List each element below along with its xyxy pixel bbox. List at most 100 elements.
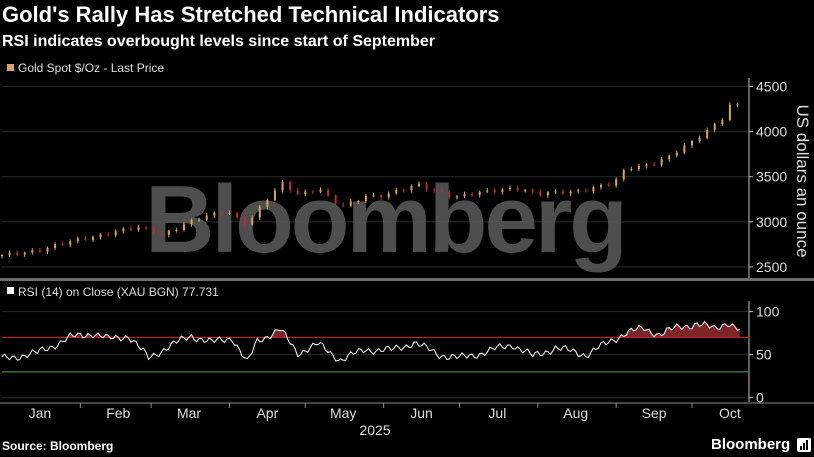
price-candle [281,181,284,191]
price-candle [137,227,140,230]
price-candle [448,192,451,197]
price-legend-label: Gold Spot $/Oz - Last Price [18,61,164,75]
price-candle [16,252,19,255]
price-candle [706,129,709,138]
price-tick-label: 4000 [756,124,787,140]
rsi-legend-swatch [7,287,14,294]
x-tick-label: Feb [106,405,130,421]
price-candle [584,190,587,192]
price-candle [554,191,557,193]
price-candle [182,224,185,230]
price-candle [152,227,155,234]
price-candle [562,191,565,194]
price-candle [455,196,458,198]
price-panel: 2500 3000 3500 4000 4500 Bloomberg Gold Spot $… [0,61,814,281]
x-tick-label: Oct [719,405,741,421]
price-candle [167,230,170,235]
price-candle [660,159,663,165]
panel-divider [0,278,814,281]
price-candle [364,195,367,201]
price-candle [38,250,41,252]
price-candle [698,137,701,141]
brand-chart-icon [797,438,811,452]
price-candle [410,186,413,191]
price-candle [198,219,201,221]
price-candle [493,190,496,193]
brand-logo: Bloomberg [711,436,791,453]
price-candle [342,204,345,206]
price-candle [304,191,307,195]
x-tick-label: May [330,405,356,421]
price-candle [433,189,436,191]
price-candle [31,250,34,253]
price-candle [478,191,481,196]
price-candle [296,190,299,195]
price-candle [327,189,330,196]
x-tick-label: Aug [563,405,588,421]
x-tick-label: Jul [488,405,506,421]
price-candle [690,140,693,146]
price-candle [486,190,489,192]
price-candle [607,184,610,186]
price-candle [160,233,163,235]
price-candle [99,234,102,238]
price-tick-label: 3500 [756,169,787,185]
x-tick-label: Apr [256,405,278,421]
price-candle [637,165,640,170]
price-tick-label: 4500 [756,79,787,95]
price-candle [205,215,208,220]
price-legend-swatch [7,64,14,71]
price-candle [531,190,534,192]
price-candle [114,231,117,236]
x-tick-label: Jan [29,405,52,421]
price-candle [1,255,3,257]
x-axis: Jan Feb Mar Apr May Jun Jul Aug Sep Oct 2025 [0,402,814,438]
price-candle [46,247,49,252]
rsi-tick-label: 0 [756,390,764,406]
price-candle [251,217,254,225]
price-candle [319,189,322,192]
rsi-legend-label: RSI (14) on Close (XAU BGN) 77.731 [18,285,219,299]
price-candle [402,190,405,192]
price-candle [289,181,292,191]
price-candle [622,170,625,180]
price-candle [236,212,239,218]
price-candle [372,195,375,197]
rsi-overbought-area [272,329,286,338]
price-candle [243,217,246,225]
price-candle [675,152,678,156]
price-candle [615,179,618,186]
price-candle [463,194,466,197]
price-candle [273,190,276,201]
price-candle [84,238,87,240]
price-candle [8,252,11,256]
price-tick-label: 3000 [756,214,787,230]
price-candle [145,227,148,229]
price-candle [54,244,57,248]
rsi-panel: 0 50 100 RSI (14) on Close (XAU BGN) 77.731 [1,285,780,406]
price-candle [736,104,739,106]
rsi-line [1,320,741,362]
price-candle [61,244,64,246]
price-candle [539,191,542,196]
x-tick-label: Jun [410,405,433,421]
price-candle [23,252,26,255]
price-candle [683,145,686,153]
price-candle [501,189,504,193]
price-candle [258,206,261,218]
source-note: Source: Bloomberg [2,439,114,453]
price-candle [425,183,428,190]
price-candle [509,187,512,190]
price-candle [190,219,193,225]
price-candle [213,212,216,216]
price-candle [107,234,110,236]
price-candle [546,192,549,196]
price-candle [122,228,125,232]
price-candle [266,200,269,207]
price-candle [577,190,580,192]
price-candle [721,120,724,125]
price-axis-title: US dollars an ounce [793,104,812,257]
price-candle [630,169,633,171]
price-candle [349,201,352,206]
price-candle [471,194,474,196]
